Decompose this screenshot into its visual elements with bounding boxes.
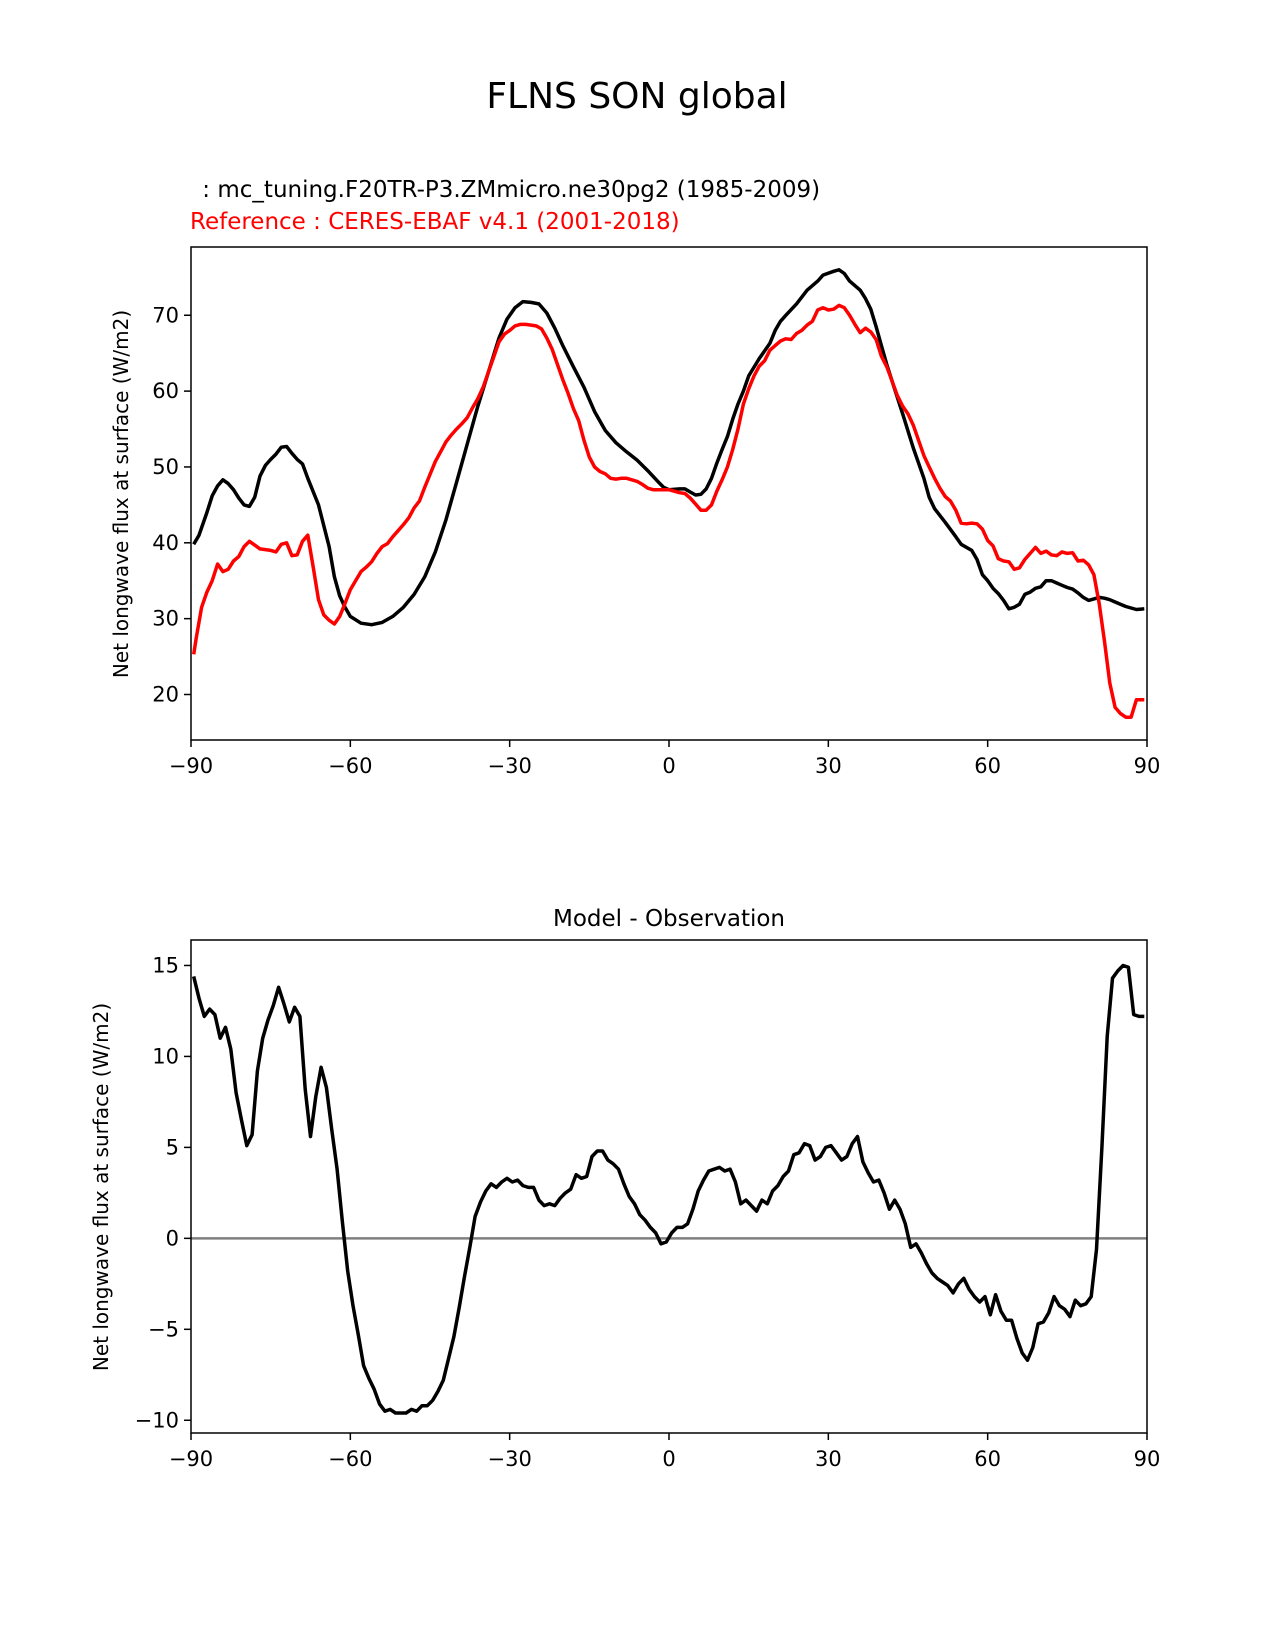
x-tick-label: −90 <box>169 754 213 778</box>
x-tick-label: 90 <box>1134 754 1161 778</box>
reference-label: Reference : CERES-EBAF v4.1 (2001-2018) <box>190 209 680 235</box>
y-tick-label: 50 <box>152 455 179 479</box>
y-tick-label: 20 <box>152 682 179 706</box>
x-tick-label: −60 <box>328 754 372 778</box>
x-tick-label: 60 <box>974 754 1001 778</box>
x-tick-label: 0 <box>662 1447 675 1471</box>
x-tick-label: 0 <box>662 754 675 778</box>
x-tick-label: 90 <box>1134 1447 1161 1471</box>
panel-title: Model - Observation <box>553 906 785 932</box>
y-tick-label: 10 <box>152 1044 179 1068</box>
y-axis-label: Net longwave flux at surface (W/m2) <box>89 1003 113 1371</box>
test-case-label: : mc_tuning.F20TR-P3.ZMmicro.ne30pg2 (19… <box>195 177 820 203</box>
series-line-test <box>191 963 1145 1415</box>
y-tick-label: 5 <box>166 1135 179 1159</box>
y-tick-label: −5 <box>148 1317 179 1341</box>
x-tick-label: −90 <box>169 1447 213 1471</box>
y-tick-label: 0 <box>166 1226 179 1250</box>
axes-frame <box>190 939 1148 1434</box>
y-tick-label: 60 <box>152 379 179 403</box>
difference-panel: Model - Observation −90 −60 −30 0 30 60 90 −10 −5… <box>89 906 1160 1471</box>
series-line-reference <box>191 303 1145 719</box>
y-axis-label: Net longwave flux at surface (W/m2) <box>109 310 133 678</box>
main-panel: −90 −60 −30 0 30 60 90 20 30 40 50 60 70 Net longwave… <box>109 246 1161 778</box>
x-tick-label: −30 <box>488 1447 532 1471</box>
x-tick-label: −30 <box>488 754 532 778</box>
x-tick-label: 30 <box>815 1447 842 1471</box>
y-tick-label: −10 <box>135 1408 179 1432</box>
figure-title: FLNS SON global <box>486 76 787 117</box>
x-tick-label: −60 <box>328 1447 372 1471</box>
y-tick-label: 40 <box>152 531 179 555</box>
x-tick-label: 60 <box>974 1447 1001 1471</box>
y-tick-label: 15 <box>152 953 179 977</box>
axes-frame <box>190 246 1148 741</box>
series-line-test <box>192 268 1145 627</box>
x-tick-label: 30 <box>815 754 842 778</box>
y-tick-label: 30 <box>152 607 179 631</box>
y-tick-label: 70 <box>152 303 179 327</box>
